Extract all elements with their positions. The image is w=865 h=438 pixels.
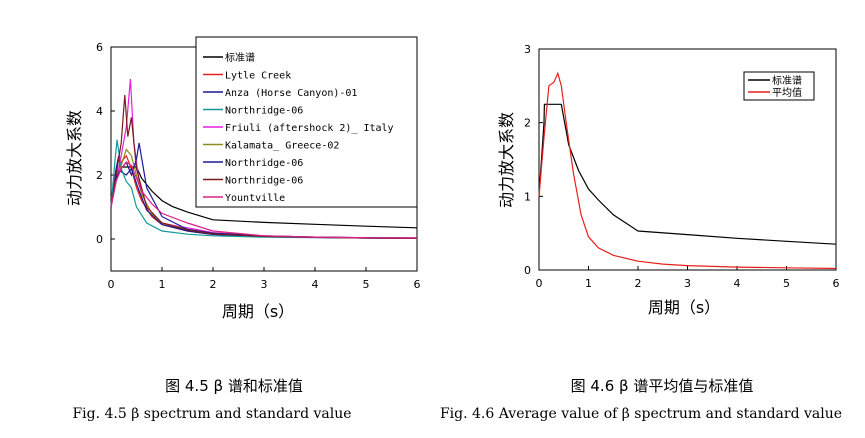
y-axis-label-left: 动力放大系数 — [65, 110, 84, 206]
legend-box-right — [743, 71, 815, 101]
caption-left-en: Fig. 4.5 β spectrum and standard value — [72, 406, 351, 422]
y-tick-label: 0 — [524, 264, 531, 277]
series-group-left — [110, 78, 418, 239]
caption-left-cn: 图 4.5 β 谱和标准值 — [165, 377, 303, 395]
legend-label-left-6: Northridge-06 — [225, 158, 303, 169]
x-tick-label: 3 — [684, 277, 691, 290]
x-tick-label: 5 — [783, 277, 790, 290]
y-tick-label: 0 — [96, 233, 103, 246]
legend-label-left-3: Northridge-06 — [225, 106, 303, 117]
series-line-left-8 — [110, 161, 418, 239]
legend-label-left-2: Anza (Horse Canyon)-01 — [225, 88, 357, 99]
legend-label-left-0: 标准谱 — [225, 51, 255, 64]
y-tick-label: 1 — [524, 190, 531, 203]
x-tick-label: 3 — [261, 278, 268, 291]
x-tick-label: 2 — [635, 277, 642, 290]
x-tick-label: 6 — [414, 278, 421, 291]
y-tick-label: 3 — [524, 43, 531, 56]
x-tick-label: 0 — [536, 277, 543, 290]
y-axis-ticks-left: 0 2 4 6 — [96, 41, 115, 246]
y-tick-label: 2 — [96, 169, 103, 182]
series-line-right-0 — [538, 103, 837, 245]
y-tick-label: 4 — [96, 105, 103, 118]
x-tick-label: 6 — [833, 277, 840, 290]
legend-box-left — [195, 36, 418, 208]
x-tick-label: 0 — [108, 278, 115, 291]
legend-label-right-0: 标准谱 — [772, 74, 802, 87]
legend-items-left: 标准谱 Lytle Creek Anza (Horse Canyon)-01 Nort… — [203, 51, 394, 204]
x-tick-label: 4 — [312, 278, 319, 291]
x-axis-ticks-right: 0 1 2 3 4 5 6 — [536, 266, 840, 290]
legend-label-left-5: Kalamata_ Greece-02 — [225, 141, 339, 152]
caption-right-cn: 图 4.6 β 谱平均值与标准值 — [571, 377, 754, 395]
legend-label-left-8: Yountville — [225, 193, 285, 204]
legend-label-right-1: 平均值 — [772, 86, 802, 99]
series-line-right-1 — [538, 71, 837, 270]
x-axis-label-left: 周期（s） — [222, 302, 294, 321]
legend-label-left-1: Lytle Creek — [225, 71, 291, 82]
x-tick-label: 4 — [734, 277, 741, 290]
x-tick-label: 1 — [159, 278, 166, 291]
x-axis-ticks-left: 0 1 2 3 4 5 6 — [108, 267, 421, 291]
y-axis-label-right: 动力放大系数 — [497, 112, 516, 208]
y-axis-ticks-right: 0 1 2 3 — [524, 43, 543, 277]
y-tick-label: 2 — [524, 117, 531, 130]
y-tick-label: 6 — [96, 41, 103, 54]
series-line-left-0 — [110, 166, 418, 229]
series-group-right — [538, 71, 837, 270]
x-tick-label: 2 — [210, 278, 217, 291]
legend-left: 标准谱 Lytle Creek Anza (Horse Canyon)-01 Nort… — [195, 36, 418, 208]
legend-label-left-7: Northridge-06 — [225, 176, 303, 187]
caption-right-en: Fig. 4.6 Average value of β spectrum and… — [440, 406, 842, 422]
chart-beta-spectrum: 0 2 4 6 0 1 2 3 4 5 6 周期（s） 动力放大系数 标准谱 Lytle Creek… — [65, 36, 421, 321]
x-tick-label: 1 — [585, 277, 592, 290]
legend-label-left-4: Friuli (aftershock 2)_ Italy — [225, 123, 394, 134]
x-tick-label: 5 — [363, 278, 370, 291]
x-axis-label-right: 周期（s） — [648, 298, 720, 317]
